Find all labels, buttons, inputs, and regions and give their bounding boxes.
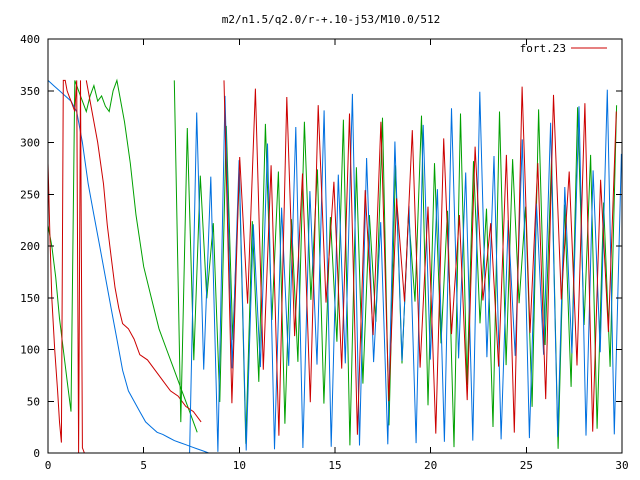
- x-ticks: 0 5 10 15 20 25 30: [45, 39, 629, 472]
- y-tick-label: 0: [33, 447, 40, 460]
- y-tick-label: 50: [27, 395, 40, 408]
- y-tick-label: 300: [20, 137, 40, 150]
- x-tick-label: 10: [233, 459, 246, 472]
- y-tick-label: 350: [20, 85, 40, 98]
- chart-title: m2/n1.5/q2.0/r-+.10-j53/M10.0/512: [222, 13, 441, 26]
- series-line-fort-23-continued: [85, 80, 202, 423]
- x-tick-label: 20: [424, 459, 437, 472]
- series-line-fort-23: [47, 79, 87, 454]
- y-tick-label: 200: [20, 240, 40, 253]
- legend-label: fort.23: [520, 42, 566, 55]
- legend: fort.23: [520, 42, 607, 55]
- x-tick-label: 0: [45, 459, 52, 472]
- y-tick-label: 150: [20, 292, 40, 305]
- x-tick-label: 5: [140, 459, 147, 472]
- y-tick-label: 100: [20, 344, 40, 357]
- x-tick-label: 25: [520, 459, 533, 472]
- x-tick-label: 15: [328, 459, 341, 472]
- plot-series: [47, 78, 622, 454]
- x-tick-label: 30: [615, 459, 628, 472]
- y-tick-label: 250: [20, 188, 40, 201]
- y-ticks: 0 50 100 150 200 250 300 350 400: [20, 33, 622, 460]
- series-line-red-oscillation: [223, 80, 617, 436]
- series-line-green: [47, 78, 198, 433]
- y-tick-label: 400: [20, 33, 40, 46]
